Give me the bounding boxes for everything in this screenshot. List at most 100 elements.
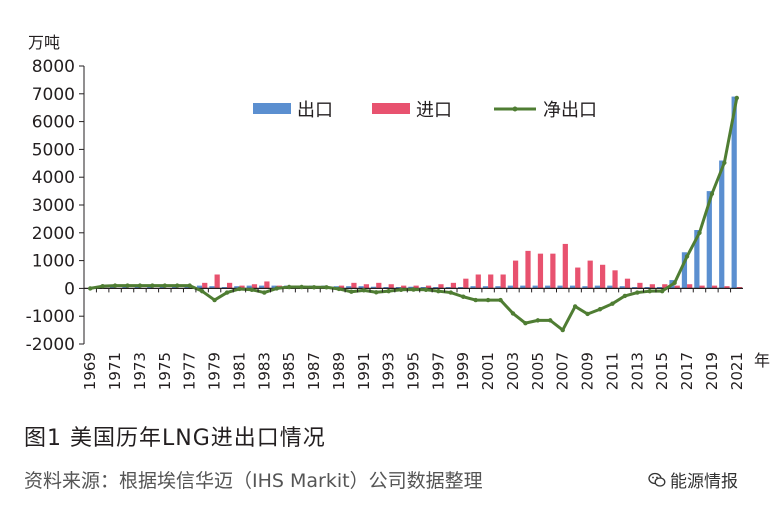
x-tick-label: 1993 xyxy=(380,352,398,390)
export-bar xyxy=(545,285,551,289)
export-bar xyxy=(234,286,240,289)
import-bar xyxy=(226,282,233,289)
x-tick-label: 1977 xyxy=(181,352,199,390)
import-bar xyxy=(649,284,655,289)
y-tick-label: -2000 xyxy=(26,335,75,355)
x-tick-label: 1991 xyxy=(355,352,373,390)
lng-trade-chart: 万吨 年 -2000 -1000 0 1000 2000 3000 4000 5000 6000… xyxy=(26,33,770,390)
watermark: 能源情报 xyxy=(648,467,738,492)
net-export-point xyxy=(398,287,404,292)
export-bar xyxy=(482,286,489,289)
axes xyxy=(83,66,743,344)
net-export-point xyxy=(411,287,416,292)
watermark-text: 能源情报 xyxy=(670,472,738,492)
net-export-point xyxy=(88,286,93,291)
import-bar xyxy=(401,285,407,289)
net-export-point xyxy=(635,290,640,295)
import-bar xyxy=(724,286,730,289)
net-export-point xyxy=(125,283,130,288)
net-export-point xyxy=(199,288,205,294)
net-export-point xyxy=(473,297,478,303)
export-bar xyxy=(731,96,737,289)
import-bar xyxy=(662,284,668,289)
import-bar xyxy=(425,285,432,289)
x-tick-label: 2005 xyxy=(529,352,547,390)
y-tick-label: 1000 xyxy=(32,252,75,272)
y-tick-label: 3000 xyxy=(32,196,75,216)
y-axis: -2000 -1000 0 1000 2000 3000 4000 5000 6000 7000 8… xyxy=(26,57,84,355)
net-export-point xyxy=(150,283,155,288)
export-bar xyxy=(196,285,203,289)
x-tick-label: 1989 xyxy=(330,352,348,390)
x-tick-label: 2009 xyxy=(579,352,597,390)
export-bar xyxy=(619,286,625,289)
export-bar xyxy=(470,286,476,289)
y-tick-label: 5000 xyxy=(32,140,75,160)
net-export-point xyxy=(597,307,603,312)
x-tick-label: 2021 xyxy=(728,352,746,390)
net-export-point xyxy=(386,288,391,294)
net-export-point xyxy=(548,318,553,323)
net-export-point xyxy=(237,286,242,292)
x-tick-label: 1979 xyxy=(206,352,224,390)
import-bar xyxy=(587,260,593,289)
net-export-point xyxy=(274,286,279,291)
y-axis-unit: 万吨 xyxy=(28,33,60,52)
import-bar xyxy=(251,284,258,289)
import-bar xyxy=(674,285,680,289)
export-bar xyxy=(507,285,513,289)
import-bar xyxy=(239,285,245,289)
export-bar xyxy=(433,287,439,289)
net-export-point xyxy=(709,191,715,197)
export-bar xyxy=(408,286,414,289)
x-tick-label: 2001 xyxy=(479,352,497,390)
import-bar xyxy=(264,281,270,289)
import-bar xyxy=(463,278,469,289)
net-export-line-series xyxy=(88,95,739,333)
export-bar xyxy=(383,287,389,289)
import-bar xyxy=(562,243,568,289)
x-tick-label: 1969 xyxy=(81,352,99,390)
net-export-point xyxy=(572,304,578,309)
export-bar xyxy=(644,287,650,289)
net-export-point xyxy=(299,284,304,290)
net-export-point xyxy=(187,283,192,288)
import-bar xyxy=(351,282,357,289)
import-bar xyxy=(600,264,606,289)
x-tick-label: 2011 xyxy=(603,352,621,390)
net-export-point xyxy=(448,290,454,295)
import-bar xyxy=(525,250,531,289)
legend-label: 出口 xyxy=(297,100,333,121)
x-tick-label: 1971 xyxy=(106,352,124,390)
x-tick-label: 2003 xyxy=(504,352,522,390)
export-bar xyxy=(495,286,501,289)
net-export-point xyxy=(175,283,180,288)
import-bar xyxy=(575,267,581,289)
net-export-point xyxy=(349,289,354,294)
net-export-point xyxy=(535,318,541,323)
x-tick-label: 1981 xyxy=(230,352,248,390)
import-bar xyxy=(537,253,544,289)
import-bar xyxy=(475,274,481,289)
import-bar xyxy=(202,282,208,289)
export-bar xyxy=(656,287,663,289)
net-export-point xyxy=(523,320,528,326)
net-export-point xyxy=(212,297,217,303)
y-tick-label: 2000 xyxy=(32,224,75,244)
legend-swatch xyxy=(253,103,291,114)
net-export-point xyxy=(112,283,118,288)
import-bar xyxy=(637,282,643,289)
net-export-point xyxy=(137,283,143,288)
x-tick-label: 1995 xyxy=(405,352,423,390)
import-bar xyxy=(550,253,556,289)
import-bar xyxy=(338,285,345,289)
net-export-point xyxy=(423,287,429,292)
net-export-point xyxy=(436,288,441,294)
import-bar xyxy=(214,274,220,289)
export-bar xyxy=(607,285,613,289)
net-export-point xyxy=(361,288,366,293)
x-tick-label: 1999 xyxy=(454,352,472,390)
net-export-point xyxy=(498,297,503,303)
net-export-line xyxy=(89,97,739,332)
export-bar xyxy=(632,287,638,289)
